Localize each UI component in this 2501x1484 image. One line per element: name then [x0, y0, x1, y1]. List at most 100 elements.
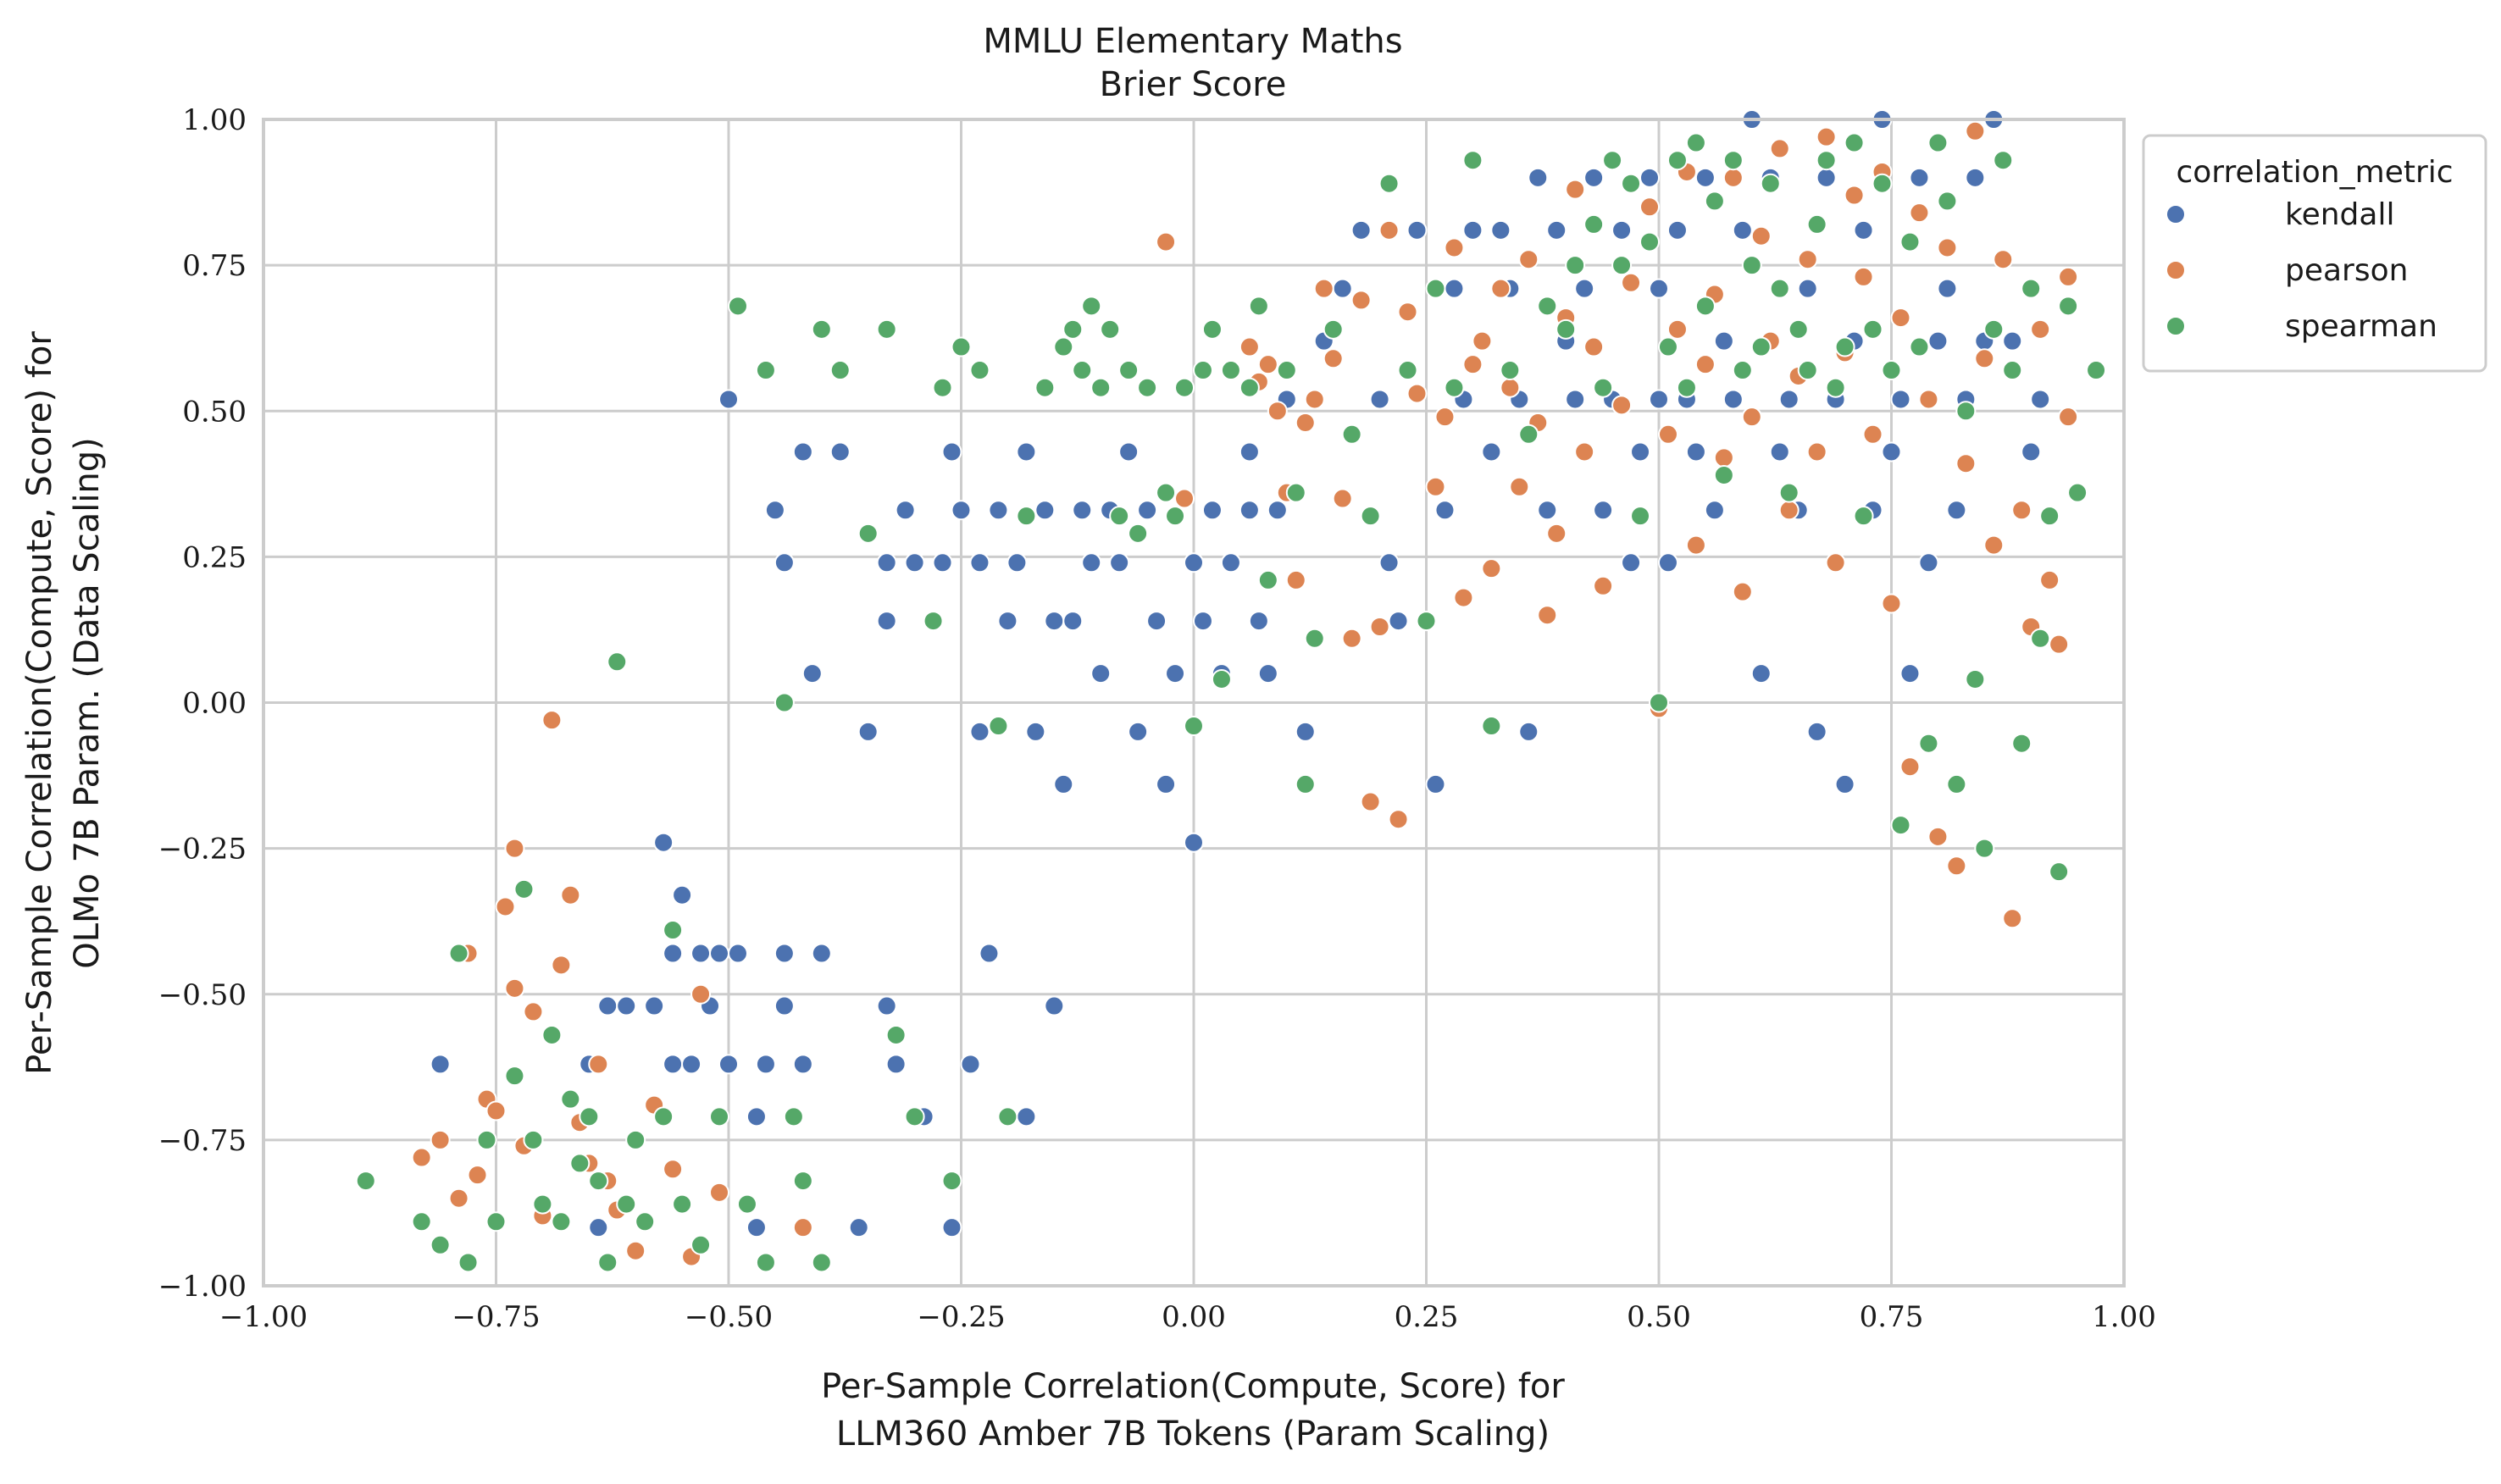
data-point-spearman: [672, 1193, 693, 1215]
data-point-spearman: [1602, 150, 1623, 171]
data-point-spearman: [1816, 150, 1837, 171]
data-point-kendall: [1528, 167, 1549, 188]
data-point-pearson: [1574, 441, 1595, 462]
data-point-spearman: [1890, 815, 1911, 836]
data-point-kendall: [764, 500, 785, 521]
data-point-spearman: [569, 1153, 591, 1174]
data-point-kendall: [709, 943, 730, 964]
data-point-kendall: [774, 552, 795, 573]
data-point-spearman: [1732, 360, 1753, 381]
data-point-kendall: [1388, 611, 1409, 632]
x-axis-label-line-2: LLM360 Amber 7B Tokens (Param Scaling): [836, 1415, 1550, 1454]
data-point-pearson: [1360, 791, 1381, 812]
data-point-kendall: [1750, 663, 1772, 684]
data-point-spearman: [607, 651, 628, 673]
data-point-kendall: [1090, 663, 1112, 684]
data-point-spearman: [579, 1106, 600, 1127]
legend-label-kendall: kendall: [2285, 197, 2394, 232]
data-point-spearman: [811, 318, 832, 340]
data-point-spearman: [1378, 173, 1400, 194]
data-point-pearson: [1657, 424, 1678, 445]
data-point-spearman: [1295, 773, 1316, 795]
data-point-spearman: [1899, 231, 1921, 252]
data-point-spearman: [857, 523, 879, 544]
data-point-kendall: [746, 1106, 767, 1127]
data-point-kendall: [1918, 552, 1939, 573]
data-point-kendall: [1350, 219, 1372, 241]
x-tick-label: 0.25: [1395, 1300, 1459, 1334]
x-tick-label: −0.25: [917, 1300, 1005, 1334]
data-point-kendall: [1434, 500, 1456, 521]
data-point-pearson: [1611, 395, 1633, 416]
data-point-spearman: [523, 1129, 544, 1150]
series-kendall: [430, 109, 2051, 1238]
data-point-spearman: [988, 716, 1009, 737]
data-point-pearson: [1778, 500, 1800, 521]
data-point-pearson: [1732, 581, 1753, 602]
data-point-spearman: [1797, 360, 1818, 381]
y-tick-label: 1.00: [182, 103, 247, 137]
data-point-spearman: [690, 1234, 712, 1255]
data-point-pearson: [1444, 237, 1465, 258]
data-point-kendall: [1490, 219, 1511, 241]
data-point-kendall: [969, 721, 990, 742]
data-point-kendall: [1834, 773, 1855, 795]
data-point-spearman: [1323, 318, 1344, 340]
data-point-kendall: [792, 1054, 813, 1075]
data-point-spearman: [774, 692, 795, 713]
data-point-kendall: [1621, 552, 1642, 573]
data-point-pearson: [1862, 424, 1883, 445]
data-point-pearson: [1406, 383, 1428, 404]
data-point-kendall: [1332, 278, 1353, 299]
data-point-kendall: [1444, 278, 1465, 299]
data-point-pearson: [1946, 856, 1967, 877]
data-point-kendall: [746, 1217, 767, 1238]
data-point-kendall: [1239, 441, 1260, 462]
data-point-pearson: [1490, 278, 1511, 299]
data-point-pearson: [1565, 179, 1586, 200]
data-point-pearson: [625, 1240, 646, 1261]
data-point-kendall: [1574, 278, 1595, 299]
data-point-spearman: [1872, 173, 1893, 194]
data-point-pearson: [1899, 756, 1921, 778]
data-point-spearman: [969, 360, 990, 381]
data-point-pearson: [1937, 237, 1958, 258]
data-point-pearson: [504, 977, 525, 999]
data-point-spearman: [885, 1024, 907, 1045]
data-point-kendall: [1946, 500, 1967, 521]
data-point-spearman: [1304, 628, 1325, 649]
data-point-spearman: [792, 1171, 813, 1192]
data-point-kendall: [1109, 552, 1130, 573]
data-point-spearman: [1630, 506, 1651, 527]
data-points: [355, 109, 2107, 1273]
data-point-pearson: [1890, 307, 1911, 329]
y-tick-label: −0.25: [158, 833, 247, 867]
data-point-pearson: [1546, 523, 1567, 544]
data-point-spearman: [1788, 318, 1809, 340]
data-point-kendall: [1704, 500, 1725, 521]
data-point-pearson: [1918, 389, 1939, 410]
data-point-pearson: [1285, 569, 1306, 590]
data-point-pearson: [1304, 389, 1325, 410]
data-point-kendall: [1118, 441, 1140, 462]
data-point-spearman: [951, 336, 972, 357]
chart-subtitle: Brier Score: [1100, 65, 1287, 104]
data-point-kendall: [1192, 611, 1213, 632]
x-tick-label: −0.75: [452, 1300, 540, 1334]
data-point-kendall: [1165, 663, 1186, 684]
data-point-spearman: [1983, 318, 2005, 340]
data-point-kendall: [1481, 441, 1502, 462]
data-point-kendall: [1462, 219, 1483, 241]
data-point-spearman: [1128, 523, 1149, 544]
data-point-pearson: [1323, 348, 1344, 369]
x-tick-label: −1.00: [219, 1300, 308, 1334]
data-point-spearman: [1174, 377, 1195, 398]
data-point-pearson: [1378, 219, 1400, 241]
data-point-kendall: [1044, 995, 1065, 1016]
data-point-spearman: [1639, 231, 1661, 252]
data-point-kendall: [1797, 278, 1818, 299]
data-point-spearman: [532, 1193, 553, 1215]
data-point-spearman: [1778, 482, 1800, 503]
data-point-pearson: [1537, 605, 1558, 626]
data-point-spearman: [1537, 296, 1558, 317]
